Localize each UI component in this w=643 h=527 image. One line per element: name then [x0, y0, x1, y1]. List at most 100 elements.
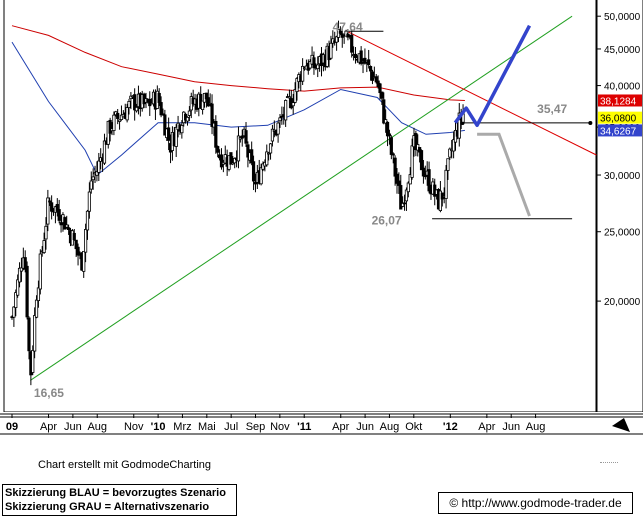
- x-tick-label: Apr: [478, 421, 495, 433]
- candle-body: [335, 36, 339, 43]
- y-axis-panel: [596, 0, 643, 413]
- candle-body: [16, 279, 20, 296]
- y-tick-label: 20,0000: [604, 297, 641, 308]
- candle-body: [393, 157, 397, 177]
- candle-body: [46, 197, 50, 225]
- price-tag-label: 34,6267: [600, 126, 637, 137]
- x-tick-label: Mrz: [173, 421, 191, 433]
- candle-body: [344, 30, 348, 37]
- candle-body: [276, 122, 280, 135]
- candle-body: [380, 91, 384, 99]
- x-tick-label: '12: [443, 421, 458, 433]
- y-tick-label: 25,0000: [604, 228, 641, 239]
- candle-body: [293, 89, 297, 103]
- candle-body: [174, 126, 178, 147]
- candle-body: [308, 61, 312, 69]
- candle-body: [167, 127, 171, 141]
- plot-area: [3, 0, 597, 413]
- y-tick-label: 45,0000: [604, 45, 641, 56]
- candle-body: [119, 114, 124, 120]
- trendline-2: [346, 30, 597, 156]
- candle-body: [163, 114, 167, 136]
- candle-body: [410, 145, 414, 178]
- candle-body: [89, 180, 93, 190]
- candle-body: [267, 152, 271, 155]
- annotations: 47,64 26,07 35,47 16,65: [34, 20, 568, 400]
- candle-body: [12, 306, 16, 318]
- candle-body: [278, 117, 282, 122]
- candle-body: [427, 169, 431, 192]
- candle-body: [265, 151, 269, 166]
- candle-body: [236, 135, 241, 162]
- scenario-legend: Skizzierung BLAU = bevorzugtes Szenario …: [2, 484, 237, 516]
- y-axis: 50,000045,000040,000035,000030,000025,00…: [597, 12, 642, 308]
- x-tick-label: Apr: [40, 421, 57, 433]
- x-tick-label: Okt: [405, 421, 422, 433]
- candle-body: [301, 65, 305, 82]
- chart-credit: Chart erstellt mit GodmodeCharting: [38, 459, 212, 471]
- candle-body: [159, 102, 163, 116]
- candle-body: [391, 153, 395, 156]
- candle-body: [353, 53, 358, 59]
- candle-body: [33, 315, 37, 352]
- candle-body: [414, 133, 418, 151]
- candle-body: [233, 157, 237, 164]
- candle-body: [59, 222, 63, 226]
- candle-body: [231, 162, 235, 165]
- scenario-sketches: [453, 24, 532, 217]
- x-tick-label: '10: [151, 421, 166, 433]
- candle-body: [17, 267, 22, 283]
- candle-body: [446, 158, 450, 171]
- x-tick-label: Aug: [380, 421, 400, 433]
- price-annotation: 16,65: [34, 386, 64, 400]
- candle-body: [244, 130, 248, 144]
- candle-body: [387, 133, 392, 137]
- copyright-link[interactable]: © http://www.godmode-trader.de: [438, 492, 633, 514]
- candle-body: [338, 30, 342, 34]
- candle-body: [76, 246, 80, 256]
- candle-body: [63, 217, 67, 230]
- candle-body: [157, 92, 161, 103]
- candle-body: [229, 152, 233, 165]
- candle-body: [134, 106, 139, 112]
- candle-body: [216, 146, 220, 153]
- price-annotation: 47,64: [333, 20, 363, 34]
- candle-body: [38, 253, 42, 290]
- candle-body: [404, 189, 409, 202]
- candle-body: [370, 71, 375, 81]
- candle-body: [204, 92, 208, 100]
- x-tick-label: Jul: [224, 421, 238, 433]
- candle-body: [452, 139, 456, 152]
- candle-body: [259, 167, 263, 185]
- candle-body: [74, 239, 78, 250]
- candle-body: [84, 229, 88, 253]
- candle-body: [378, 83, 382, 94]
- candle-body: [397, 180, 401, 186]
- candle-body: [65, 224, 69, 228]
- candle-body: [210, 103, 214, 127]
- x-tick-label: Sep: [246, 421, 266, 433]
- x-tick-label: Nov: [124, 421, 144, 433]
- candle-body: [82, 250, 86, 272]
- candle-body: [187, 110, 192, 116]
- candle-body: [246, 144, 250, 158]
- x-tick-label: '11: [297, 421, 311, 433]
- candle-body: [419, 150, 424, 171]
- trendline-1: [30, 15, 573, 381]
- candle-body: [23, 257, 27, 270]
- candle-body: [367, 59, 371, 66]
- price-tag: [598, 94, 642, 107]
- candle-body: [261, 163, 265, 170]
- candle-body: [161, 113, 165, 116]
- candle-body: [270, 128, 275, 142]
- candle-body: [291, 102, 295, 107]
- candle-body: [374, 76, 378, 83]
- y-tick-label: 40,0000: [604, 82, 641, 93]
- x-tick-label: Jun: [502, 421, 520, 433]
- candle-body: [85, 210, 90, 231]
- y-tick-label: 30,0000: [604, 171, 641, 182]
- candle-body: [287, 96, 292, 99]
- candle-body: [401, 202, 405, 207]
- candle-body: [389, 137, 393, 155]
